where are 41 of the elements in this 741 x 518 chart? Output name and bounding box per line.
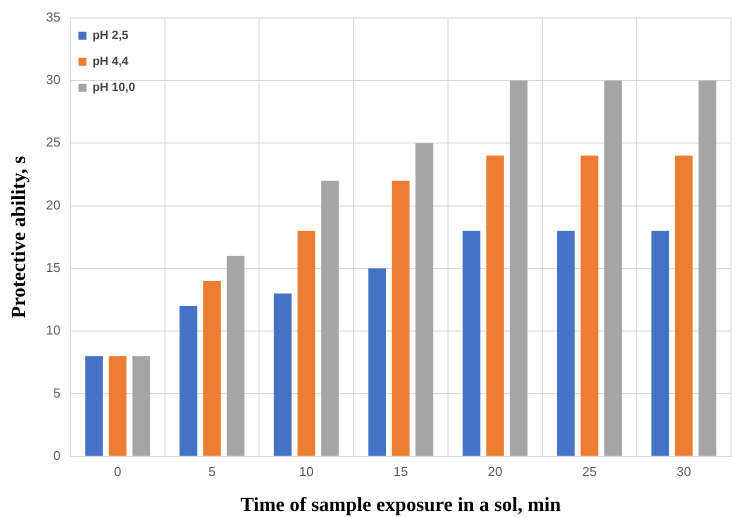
bar (580, 156, 598, 456)
y-tick-label: 20 (46, 197, 60, 212)
bar (180, 306, 198, 456)
x-tick-label: 0 (114, 464, 122, 479)
bar (298, 230, 316, 456)
bar (698, 80, 716, 456)
bar (108, 356, 126, 456)
bar (651, 230, 670, 456)
bar (274, 293, 292, 456)
bar (415, 143, 434, 456)
y-tick-label: 35 (46, 9, 60, 24)
x-tick-label: 10 (299, 464, 314, 479)
x-axis-title: Time of sample exposure in a sol, min (240, 494, 561, 516)
bar (226, 256, 244, 456)
x-tick-label: 15 (393, 464, 408, 479)
y-tick-label: 15 (46, 260, 60, 276)
bar (85, 356, 103, 456)
x-tick-label: 20 (488, 464, 502, 479)
y-axis-title: Protective ability, s (8, 156, 30, 318)
x-tick-label: 25 (582, 464, 597, 479)
bar (321, 180, 339, 456)
bar (604, 80, 622, 456)
y-tick-label: 10 (46, 322, 60, 338)
bar (203, 280, 221, 456)
legend-label: pH 10,0 (92, 80, 136, 94)
bar (486, 156, 504, 456)
y-tick-label: 30 (46, 72, 60, 88)
y-tick-label: 25 (46, 134, 60, 150)
bar (368, 268, 386, 456)
legend-label: pH 4,4 (92, 54, 129, 68)
x-tick-label: 30 (676, 464, 692, 479)
y-tick-label: 0 (53, 448, 60, 463)
bar (462, 230, 480, 456)
legend-label: pH 2,5 (92, 28, 129, 42)
bar (132, 356, 150, 456)
bar (674, 156, 693, 456)
y-tick-label: 5 (53, 385, 60, 400)
bar (392, 180, 410, 456)
bar (557, 230, 575, 456)
x-tick-label: 5 (208, 464, 216, 479)
bar (510, 80, 528, 456)
